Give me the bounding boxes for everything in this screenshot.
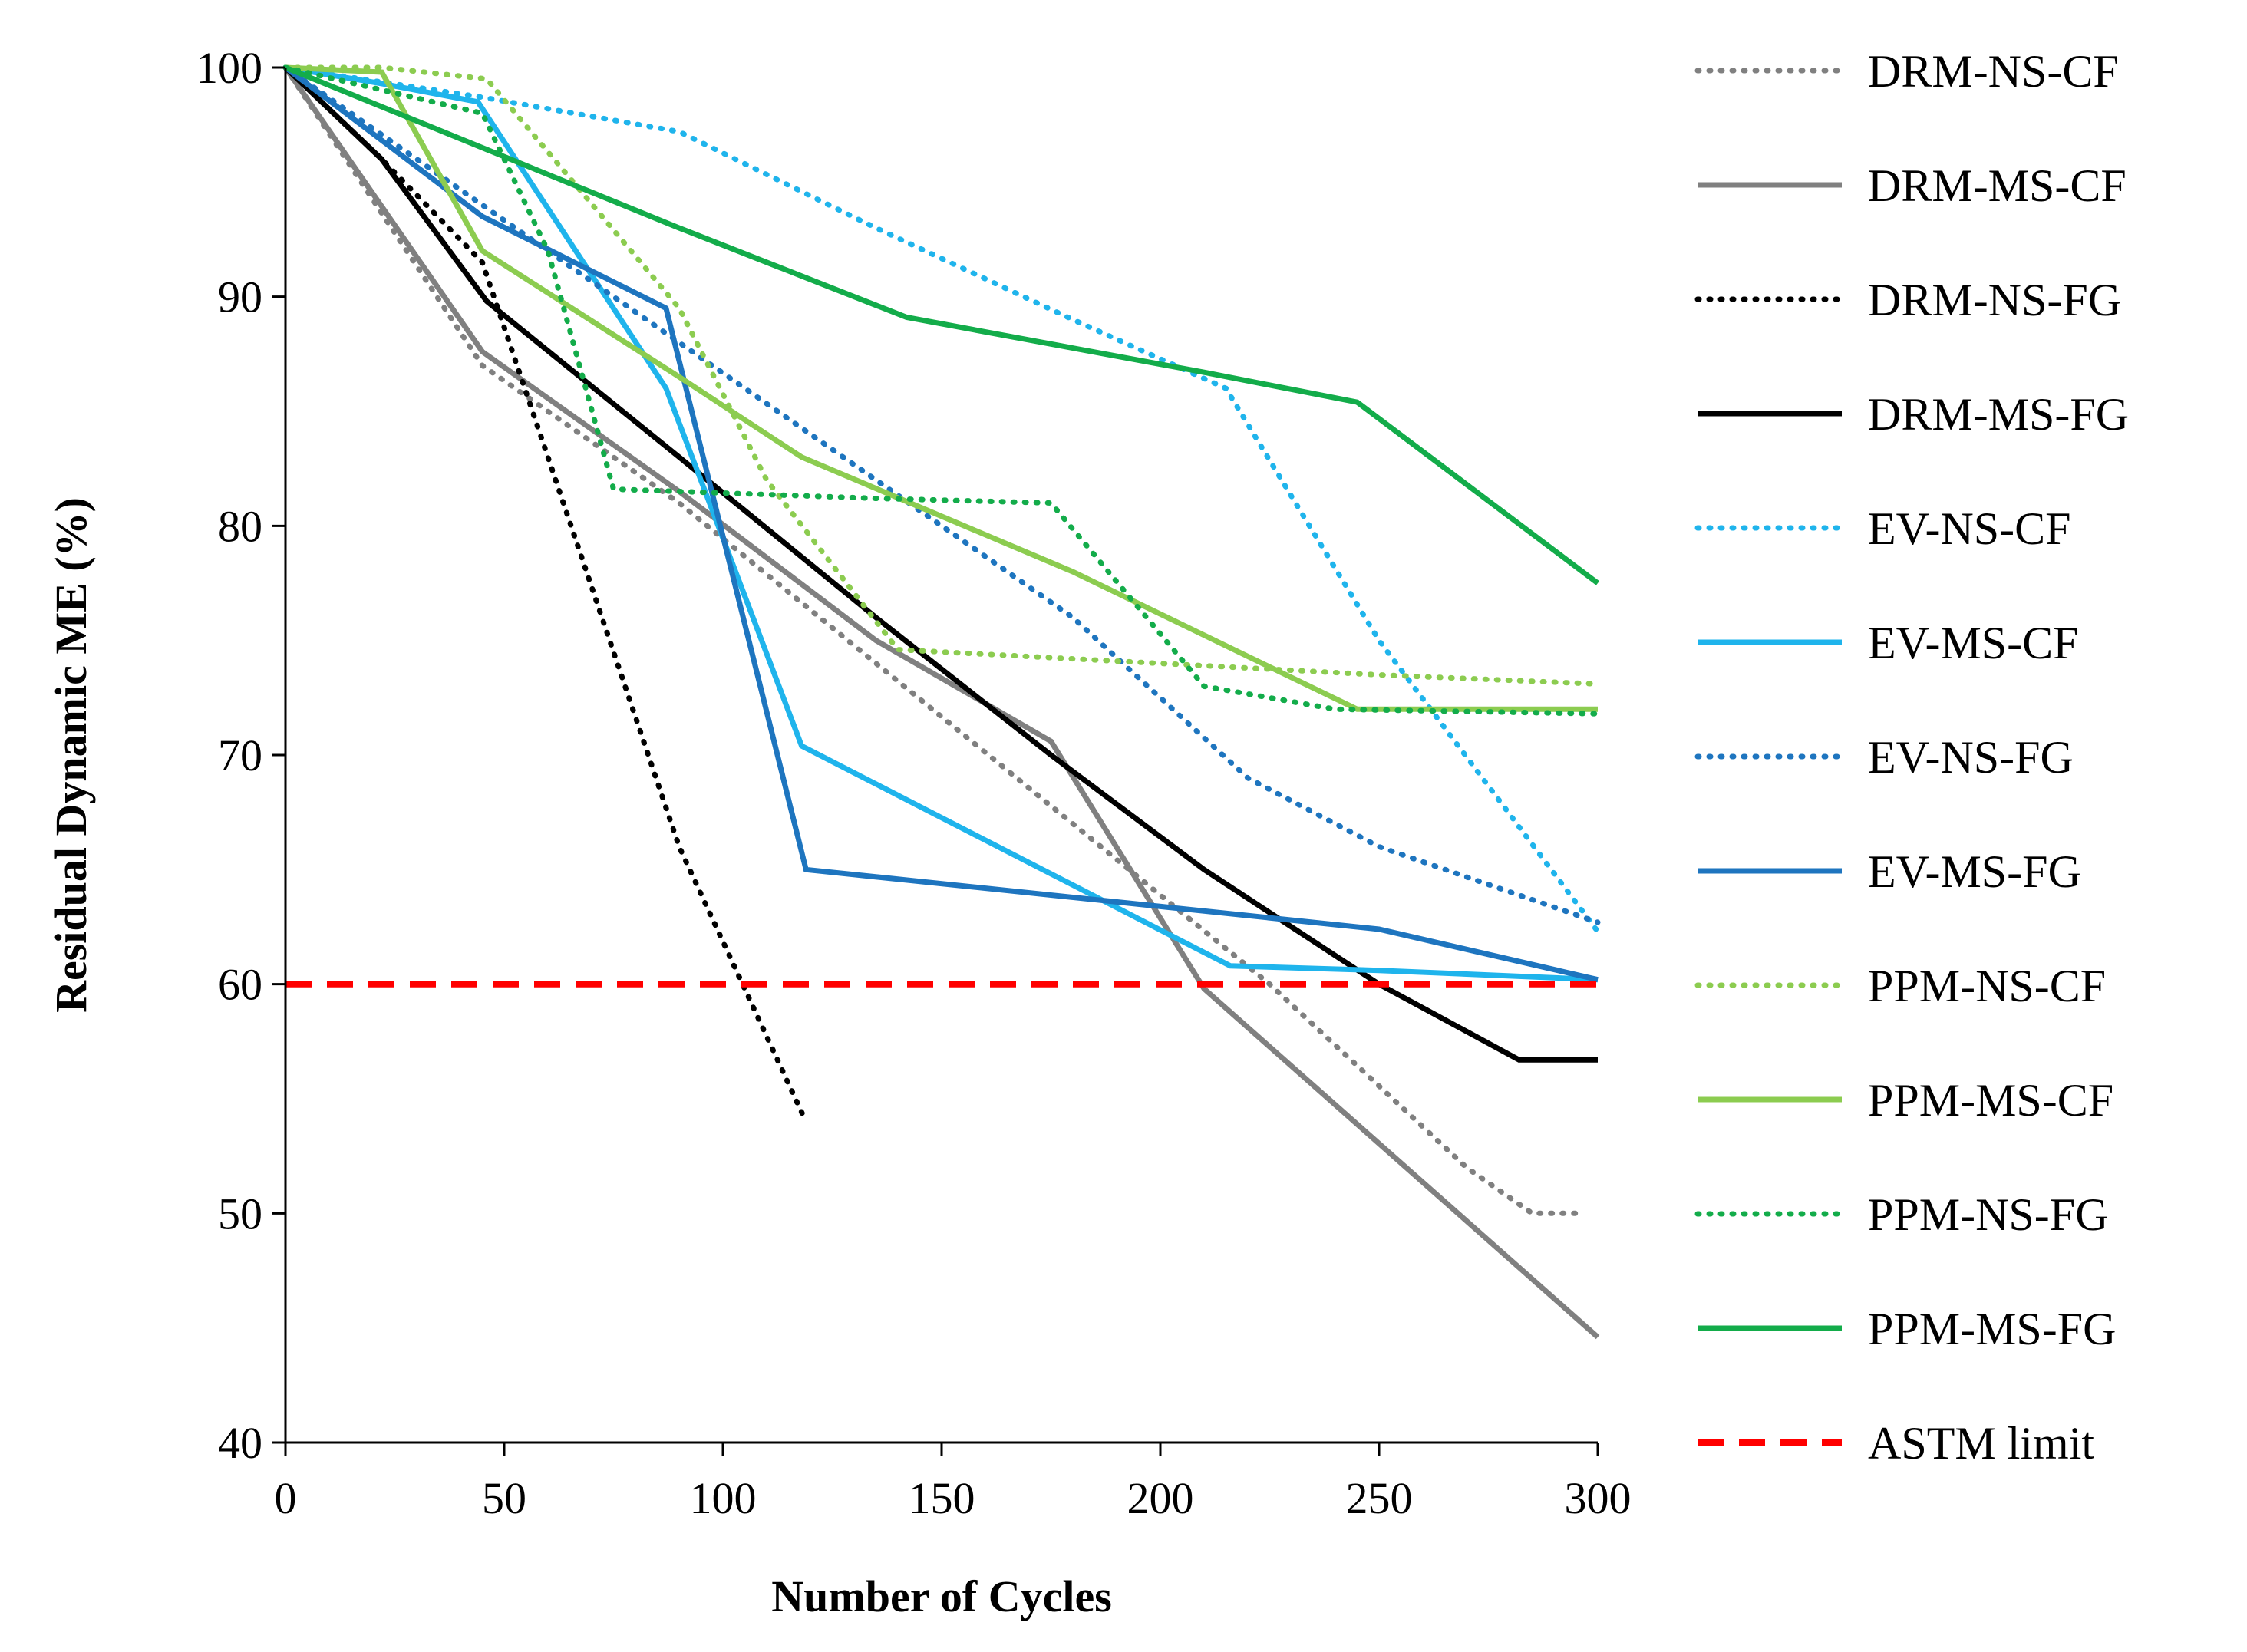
series-line-ppm-ms-fg — [284, 64, 1600, 585]
series-layer — [282, 64, 1601, 1340]
x-tick-label: 100 — [690, 1473, 757, 1523]
y-tick-label: 70 — [218, 730, 262, 780]
series-line-drm-ns-fg — [282, 64, 809, 1125]
x-tick-label: 150 — [909, 1473, 975, 1523]
legend-label-ppm-ms-fg: PPM-MS-FG — [1868, 1304, 2116, 1354]
legend-label-drm-ns-fg: DRM-NS-FG — [1868, 275, 2121, 325]
series-line-drm-ms-fg — [283, 65, 1598, 1063]
legend-label-ppm-ms-cf: PPM-MS-CF — [1868, 1075, 2113, 1126]
legend-label-ev-ns-fg: EV-NS-FG — [1868, 732, 2074, 783]
x-tick-label: 300 — [1565, 1473, 1632, 1523]
series-line-ev-ms-cf — [285, 64, 1599, 983]
y-ticks: 40 50 60 70 80 90 100 — [196, 43, 285, 1468]
legend-label-ev-ms-cf: EV-MS-CF — [1868, 618, 2079, 668]
y-tick-label: 50 — [218, 1189, 262, 1238]
legend-label-ppm-ns-fg: PPM-NS-FG — [1868, 1189, 2108, 1240]
series-line-ppm-ns-fg — [282, 64, 1601, 717]
legend-label-drm-ms-cf: DRM-MS-CF — [1868, 160, 2127, 211]
y-tick-label: 80 — [218, 501, 262, 551]
y-tick-label: 40 — [218, 1418, 262, 1468]
x-axis-title: Number of Cycles — [771, 1571, 1112, 1621]
legend-label-ppm-ns-cf: PPM-NS-CF — [1868, 961, 2106, 1011]
y-tick-label: 90 — [218, 272, 262, 322]
legend-label-ev-ns-cf: EV-NS-CF — [1868, 503, 2071, 554]
x-tick-label: 200 — [1127, 1473, 1194, 1523]
series-line-ev-ns-fg — [282, 64, 1601, 925]
x-ticks: 0 50 100 150 200 250 300 — [275, 1443, 1632, 1523]
series-line-ppm-ms-cf — [285, 64, 1598, 712]
x-tick-label: 250 — [1346, 1473, 1413, 1523]
series-line-drm-ns-cf — [282, 64, 1588, 1216]
x-tick-label: 0 — [275, 1473, 297, 1523]
legend: DRM-NS-CF DRM-MS-CF DRM-NS-FG DRM-MS-FG EV-N… — [1694, 46, 2129, 1469]
series-line-ppm-ns-cf — [282, 64, 1601, 687]
legend-label-drm-ns-cf: DRM-NS-CF — [1868, 46, 2119, 97]
y-axis-title: Residual Dynamic ME (%) — [46, 497, 96, 1013]
legend-label-ev-ms-fg: EV-MS-FG — [1868, 846, 2081, 897]
series-line-ev-ns-cf — [282, 64, 1601, 935]
y-tick-label: 60 — [218, 960, 262, 1010]
legend-label-drm-ms-fg: DRM-MS-FG — [1868, 389, 2129, 440]
legend-label-astm-limit: ASTM limit — [1868, 1418, 2094, 1469]
series-line-drm-ms-cf — [283, 66, 1600, 1340]
y-tick-label: 100 — [196, 43, 262, 93]
x-tick-label: 50 — [482, 1473, 526, 1523]
